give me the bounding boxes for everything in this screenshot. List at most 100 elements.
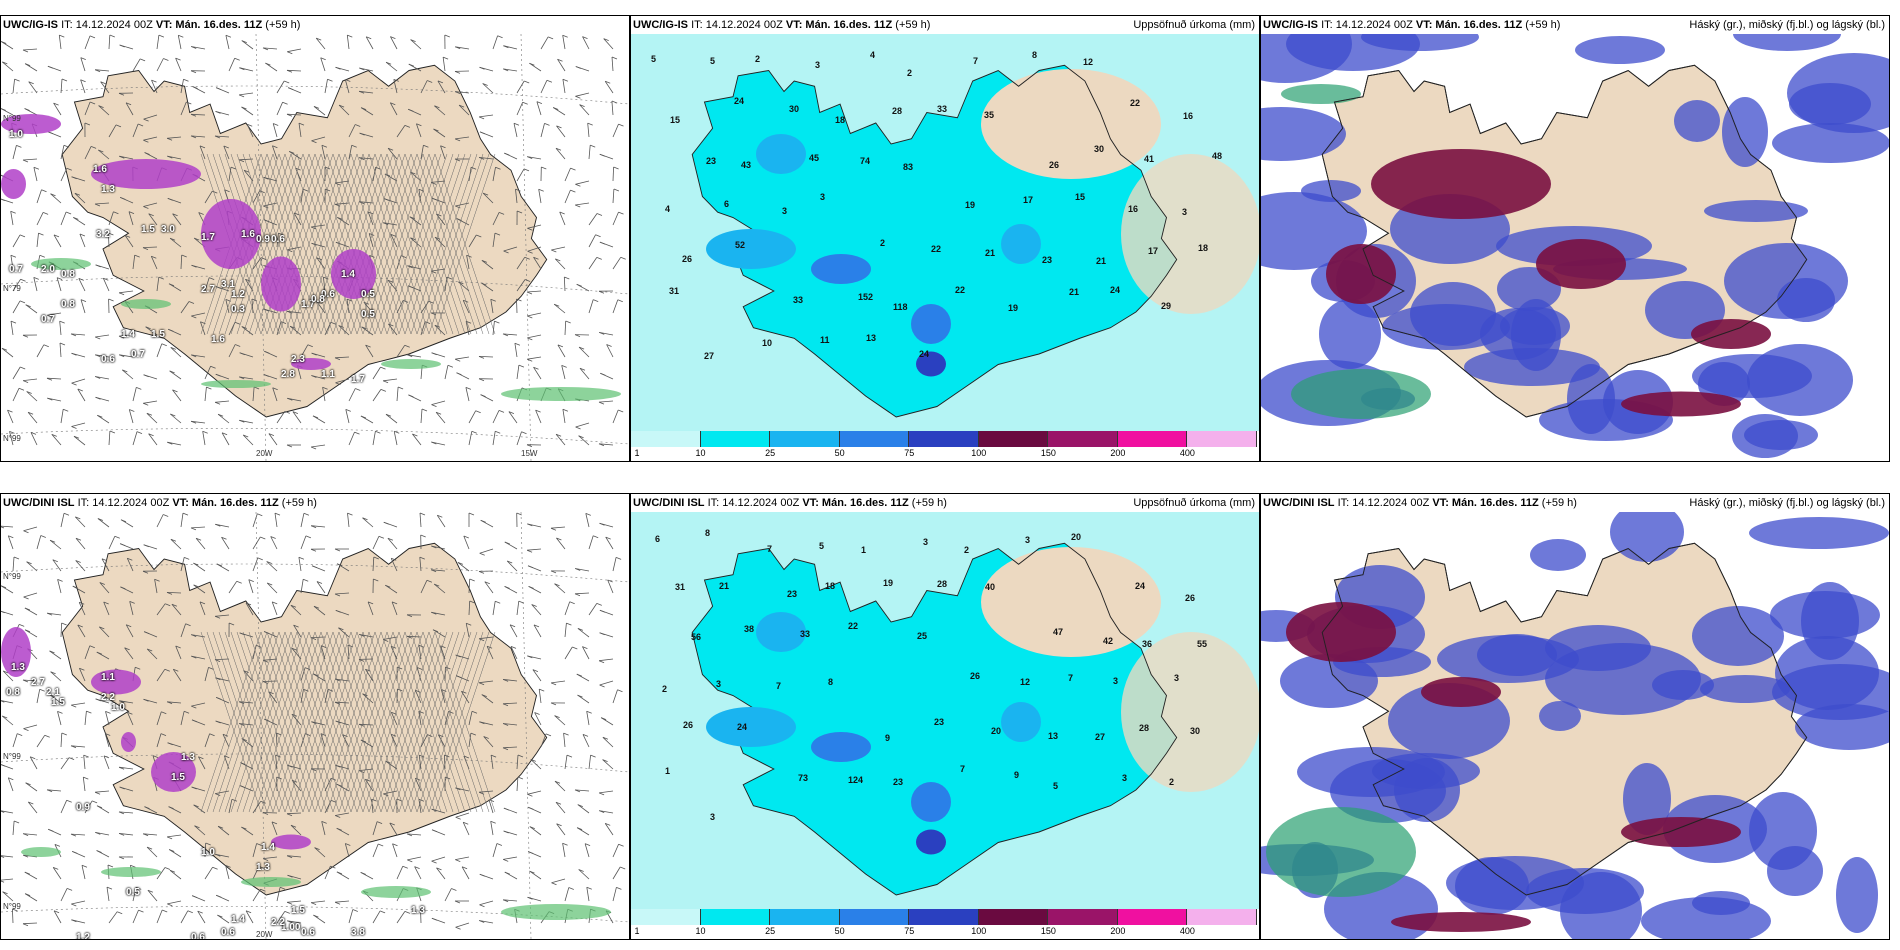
wind-barb <box>336 827 342 831</box>
wind-barb <box>385 584 398 594</box>
wind-barb <box>595 234 601 238</box>
wind-barb <box>620 256 626 260</box>
colorbar-tick-label: 75 <box>904 926 915 936</box>
wind-barb <box>544 123 550 126</box>
wind-barb <box>415 689 421 693</box>
wind-barb <box>19 234 26 238</box>
wind-barb <box>584 843 591 846</box>
wind-barb <box>262 812 278 814</box>
wind-barb <box>1 610 14 616</box>
wind-barb <box>305 733 311 736</box>
wind-barb <box>147 889 154 893</box>
wind-barb <box>241 40 247 43</box>
wind-barb <box>103 755 110 770</box>
wind-barb <box>214 401 221 405</box>
wind-barb <box>390 734 398 748</box>
wind-barb <box>241 106 247 110</box>
wind-barb <box>335 815 341 818</box>
wind-barb <box>241 326 247 329</box>
wind-barb <box>24 607 31 611</box>
wind-barb <box>554 583 560 587</box>
wind-barb <box>78 602 86 616</box>
wind-barb <box>532 669 539 672</box>
wind-barb <box>12 145 17 160</box>
wind-barb <box>550 526 566 529</box>
wind-barb <box>372 431 376 446</box>
wind-barb <box>26 561 32 565</box>
wind-barb <box>529 826 542 836</box>
wind-barb <box>529 62 542 72</box>
wind-barb <box>89 101 96 105</box>
wind-barb <box>387 280 398 292</box>
precip-value-label: 3 <box>923 537 929 547</box>
wind-barb <box>468 600 471 616</box>
wind-barb <box>135 666 141 670</box>
wind-barb <box>419 512 426 516</box>
precip-value-label: 26 <box>1049 160 1060 170</box>
wind-barb <box>345 409 351 412</box>
wind-barb <box>217 413 224 417</box>
wind-barb <box>516 168 525 182</box>
wind-barb <box>29 756 38 770</box>
wind-barb <box>145 326 151 330</box>
wind-barb <box>527 246 542 252</box>
wind-barb <box>404 344 410 348</box>
wind-barb <box>559 211 565 215</box>
snow-area <box>1 114 61 134</box>
wind-barb <box>161 711 167 715</box>
wind-barb <box>484 581 494 594</box>
wind-barb <box>454 138 461 142</box>
wind-barb <box>575 568 581 571</box>
wind-barb <box>372 843 379 858</box>
wind-barb <box>66 799 72 803</box>
wind-barb <box>99 626 105 630</box>
wind-value-label: 0.8 <box>6 687 20 698</box>
wind-barb <box>95 264 101 268</box>
wind-barb <box>562 79 566 94</box>
wind-barb <box>465 387 470 402</box>
wind-barb <box>268 433 278 446</box>
wind-value-label: 0.9 <box>76 802 90 813</box>
wind-barb <box>105 733 111 736</box>
wind-barb <box>579 104 585 107</box>
wind-barb <box>125 102 132 106</box>
wind-barb <box>276 911 286 924</box>
wind-barb <box>303 578 309 582</box>
wind-barb <box>550 702 557 706</box>
wind-barb <box>175 57 182 72</box>
wind-barb <box>172 213 178 217</box>
wind-barb <box>588 234 596 248</box>
wind-barb <box>95 354 101 358</box>
wind-barb <box>383 639 389 642</box>
wind-barb <box>143 206 149 209</box>
mid-cloud-area <box>1722 97 1768 167</box>
wind-barb <box>101 558 108 562</box>
wind-barb <box>96 805 103 809</box>
wind-barb <box>444 754 446 770</box>
wind-barb <box>266 561 272 564</box>
precip-value-label: 28 <box>937 579 948 589</box>
wind-value-label: 0.7 <box>9 264 23 275</box>
wind-barb <box>290 824 297 828</box>
precip-value-label: 26 <box>1185 593 1196 603</box>
wind-barb <box>252 513 258 528</box>
wind-barb <box>1 41 14 50</box>
wind-barb <box>454 71 461 74</box>
wind-barb <box>208 667 214 670</box>
wind-barb <box>95 334 110 338</box>
wind-barb <box>396 125 406 138</box>
wind-barb <box>527 851 534 854</box>
wind-barb <box>390 36 396 39</box>
wind-barb <box>143 544 149 548</box>
wind-barb <box>167 900 182 905</box>
wind-barb <box>38 232 44 236</box>
wind-barb <box>152 755 159 758</box>
wind-barb <box>368 233 374 248</box>
wind-barb <box>529 870 542 880</box>
wind-barb <box>611 56 618 60</box>
wind-barb <box>182 512 189 516</box>
wind-barb <box>582 734 590 748</box>
wind-barb <box>533 366 539 370</box>
wind-barb <box>52 559 62 572</box>
wind-barb <box>400 255 407 258</box>
